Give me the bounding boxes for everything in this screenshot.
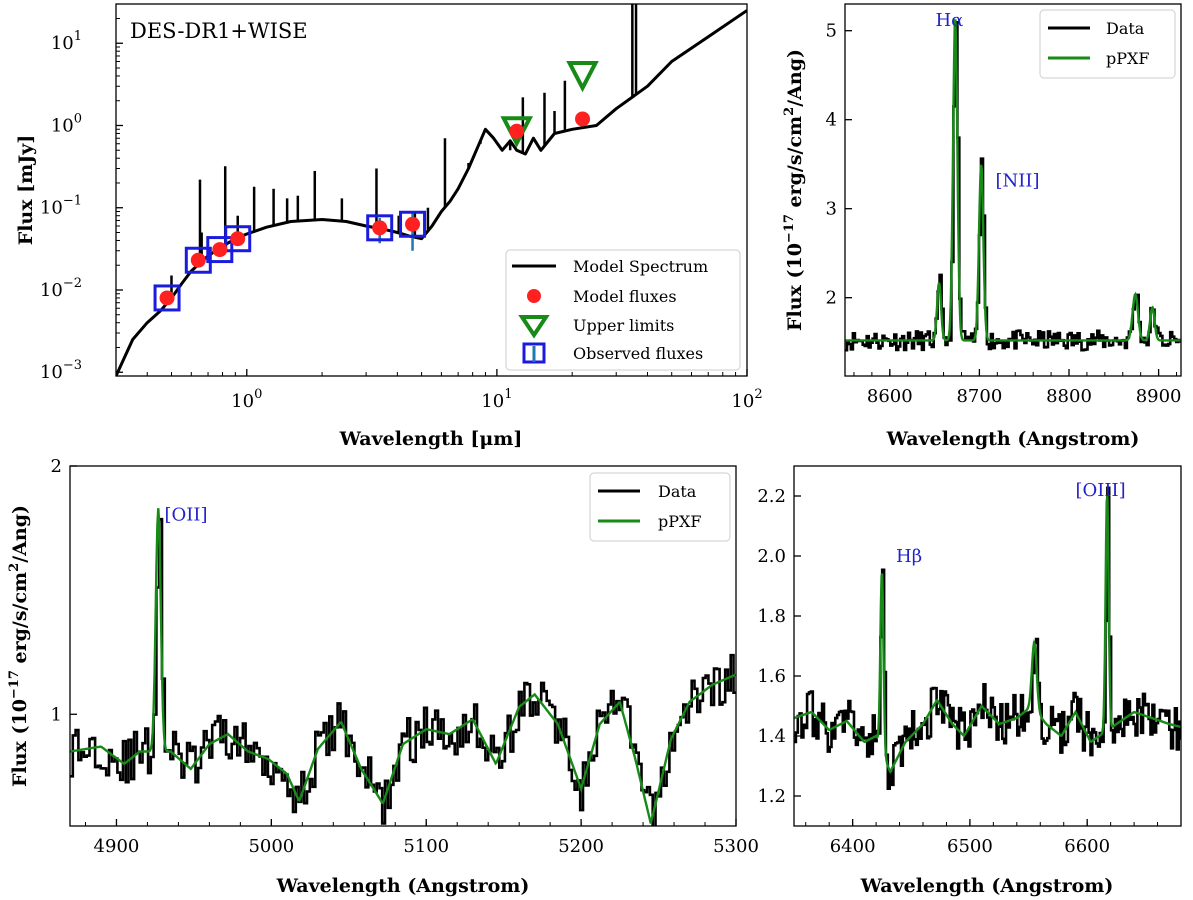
legend-swatch-upper-limits (518, 315, 550, 339)
data-spectrum-line (70, 517, 736, 826)
model-flux-point (212, 242, 228, 258)
sed-legend: Model Spectrum Model fluxes Upper limits… (505, 249, 741, 371)
oii-legend-label-ppxf: pPXF (658, 512, 702, 531)
y-tick-label: 2 (826, 288, 837, 309)
halpha-annotations: Hα [NII] (935, 10, 1039, 191)
oii-annotations: [OII] (164, 505, 207, 526)
y-tick-label: 4 (826, 110, 837, 131)
x-tick-label: 6500 (947, 836, 993, 857)
model-flux-point (575, 111, 591, 127)
x-tick-label: 8600 (867, 386, 913, 407)
line-annotation: Hβ (896, 546, 922, 567)
halpha-legend-label-ppxf: pPXF (1106, 49, 1150, 68)
observed-flux-marker (366, 214, 394, 242)
x-tick-label: 5300 (713, 836, 759, 857)
oii-spectrum-layer (70, 508, 736, 826)
sed-panel: 100 101 102 10−3 10−2 10−1 100 101 DES-DR1+WISE… (15, 3, 763, 450)
sed-plot-frame (115, 3, 748, 377)
y-tick-label: 2.0 (757, 546, 786, 567)
x-tick-label: 5100 (403, 836, 449, 857)
x-tick-label: 8700 (956, 386, 1002, 407)
sed-y-tick-label: 10−2 (40, 276, 82, 301)
legend-label-upper-limits: Upper limits (573, 316, 674, 335)
ppxf-fit-line (794, 496, 1181, 775)
x-tick-label: 5200 (558, 836, 604, 857)
sed-y-tick-label: 100 (51, 111, 82, 136)
ppxf-fit-line (70, 508, 736, 824)
legend-swatch-model-fluxes (527, 289, 541, 303)
y-tick-label: 1.4 (757, 726, 786, 747)
x-tick-label: 8900 (1136, 386, 1182, 407)
legend-label-observed-fluxes: Observed fluxes (573, 344, 703, 363)
line-annotation: [OIII] (1075, 480, 1125, 501)
halpha-plot-frame (844, 3, 1182, 377)
model-flux-point (159, 290, 175, 306)
line-annotation: [OII] (164, 505, 207, 526)
sed-x-tick-label: 101 (481, 387, 512, 412)
sed-legend-box (505, 249, 741, 371)
y-tick-label: 2.2 (757, 486, 786, 507)
y-tick-label: 1.2 (757, 786, 786, 807)
halpha-spectrum-layer (845, 19, 1181, 352)
hbeta-axes: 6400 6500 6600 1.2 1.4 1.6 1.8 2.0 2.2 (757, 486, 1182, 857)
x-tick-label: 6400 (830, 836, 876, 857)
x-tick-label: 8800 (1046, 386, 1092, 407)
sed-axes: 100 101 102 10−3 10−2 10−1 100 101 (40, 17, 763, 412)
model-flux-point (509, 123, 525, 139)
y-tick-label: 1.6 (757, 666, 786, 687)
sed-x-tick-label: 102 (731, 387, 762, 412)
x-tick-label: 4900 (94, 836, 140, 857)
halpha-x-axis-label: Wavelength (Angstrom) (886, 428, 1140, 450)
y-tick-label: 1.8 (757, 606, 786, 627)
oii-y-axis-label: Flux (10−17 erg/s/cm2/Ang) (7, 505, 31, 787)
y-tick-label: 3 (826, 199, 837, 220)
oii-panel: 4900 5000 5100 5200 5300 1 2 [OII] Wavelength … (7, 456, 759, 897)
model-flux-point (190, 252, 206, 268)
x-tick-label: 6600 (1064, 836, 1110, 857)
x-tick-label: 5000 (248, 836, 294, 857)
legend-label-model-fluxes: Model fluxes (573, 287, 677, 306)
line-annotation: Hα (935, 10, 963, 31)
hbeta-annotations: Hβ [OIII] (896, 480, 1126, 567)
y-tick-label: 2 (51, 456, 62, 477)
oii-x-axis-label: Wavelength (Angstrom) (276, 875, 530, 897)
sed-y-tick-label: 101 (51, 29, 82, 54)
sed-x-axis-label: Wavelength [μm] (339, 428, 523, 450)
sed-points-layer (153, 60, 599, 312)
halpha-axes: 8600 8700 8800 8900 2 3 4 5 (826, 21, 1182, 407)
halpha-legend-label-data: Data (1106, 19, 1145, 38)
model-flux-point (230, 231, 246, 247)
halpha-y-axis-label: Flux (10−17 erg/s/cm2/Ang) (782, 49, 806, 331)
y-tick-label: 5 (826, 21, 837, 42)
oii-plot-frame (69, 465, 737, 827)
observed-flux-marker (399, 210, 427, 238)
oii-legend: Data pPXF (589, 472, 731, 542)
sed-y-axis-label: Flux [mJy] (15, 135, 37, 246)
model-flux-point (372, 220, 388, 236)
model-flux-point (405, 216, 421, 232)
data-spectrum-line (845, 20, 1181, 352)
halpha-panel: 8600 8700 8800 8900 2 3 4 5 Hα [NII] Wavelength … (782, 3, 1182, 450)
hbeta-x-axis-label: Wavelength (Angstrom) (860, 875, 1114, 897)
sed-annotation: DES-DR1+WISE (130, 19, 308, 43)
y-tick-label: 1 (51, 704, 62, 725)
upper-limit-marker (566, 60, 599, 93)
sed-x-tick-label: 100 (231, 387, 262, 412)
halpha-legend: Data pPXF (1039, 9, 1176, 79)
hbeta-spectrum-layer (794, 486, 1181, 791)
legend-label-model-spectrum: Model Spectrum (573, 257, 708, 276)
sed-y-tick-label: 10−3 (40, 358, 82, 383)
oii-axes: 4900 5000 5100 5200 5300 1 2 (51, 456, 759, 857)
data-spectrum-line (794, 486, 1181, 791)
line-annotation: [NII] (996, 170, 1040, 191)
sed-y-tick-label: 10−1 (40, 194, 82, 219)
ppxf-fit-line (845, 19, 1181, 342)
oii-legend-label-data: Data (658, 482, 697, 501)
observed-flux-marker (153, 284, 181, 312)
observed-flux-marker (224, 225, 252, 253)
hbeta-plot-frame (793, 465, 1182, 827)
